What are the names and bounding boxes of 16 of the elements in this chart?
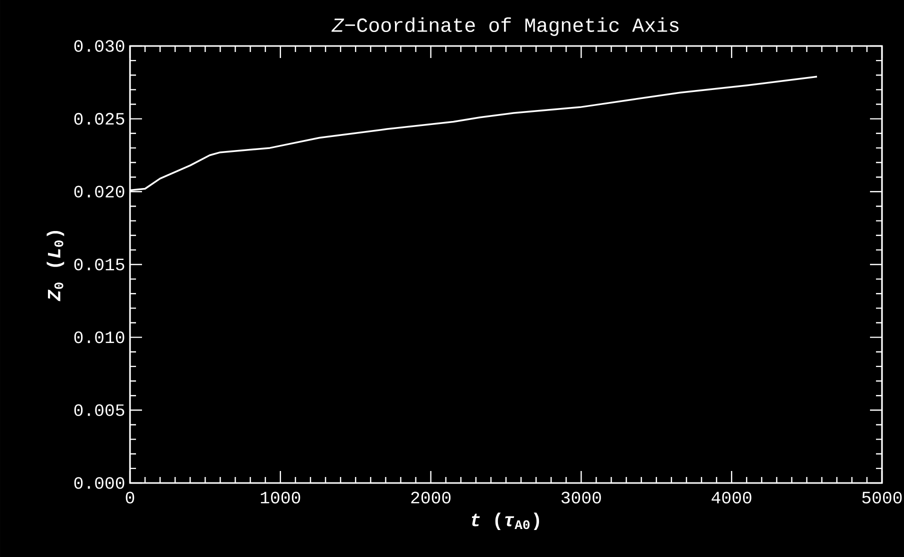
x-tick-label: 4000	[712, 492, 752, 504]
y-tick-label: 0.015	[74, 258, 124, 270]
y-tick-label: 0.010	[74, 331, 124, 344]
x-tick-label: 2000	[411, 492, 451, 504]
y-tick-label: 0.030	[74, 40, 124, 52]
y-tick-label: 0.020	[74, 186, 124, 198]
y-tick-label: 0.000	[74, 477, 124, 489]
x-axis-title: t (τ$_{A0}$)	[472, 512, 540, 530]
y-tick-label: 0.025	[74, 112, 124, 125]
x-tick-label: 1000	[260, 492, 300, 504]
y-tick-label: 0.005	[74, 404, 124, 416]
x-tick-label: 5000	[862, 492, 902, 504]
x-tick-label: 0	[126, 492, 134, 504]
chart-title: Z−Coordinate of Magnetic Axis	[331, 17, 678, 36]
x-tick-label: 3000	[561, 492, 601, 504]
text: Z$_{0}$ (L$_{0}$)	[46, 230, 64, 302]
